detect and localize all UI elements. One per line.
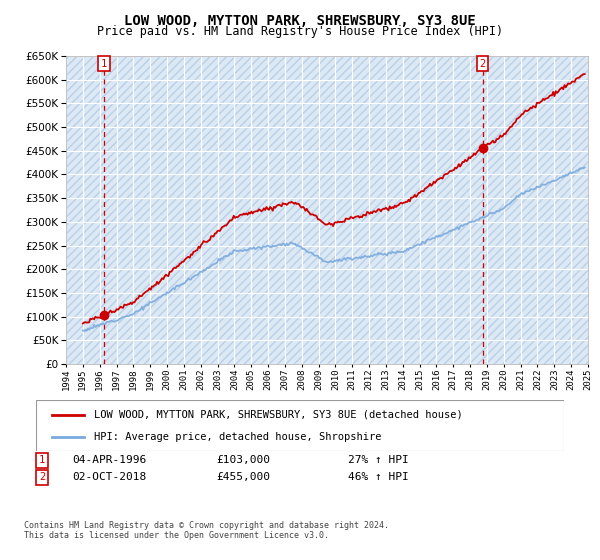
Text: £455,000: £455,000 (216, 472, 270, 482)
Text: Contains HM Land Registry data © Crown copyright and database right 2024.
This d: Contains HM Land Registry data © Crown c… (24, 521, 389, 540)
Text: 27% ↑ HPI: 27% ↑ HPI (348, 455, 409, 465)
Text: 04-APR-1996: 04-APR-1996 (72, 455, 146, 465)
Text: £103,000: £103,000 (216, 455, 270, 465)
Text: HPI: Average price, detached house, Shropshire: HPI: Average price, detached house, Shro… (94, 432, 382, 442)
Text: 46% ↑ HPI: 46% ↑ HPI (348, 472, 409, 482)
Text: 2: 2 (39, 472, 45, 482)
Text: LOW WOOD, MYTTON PARK, SHREWSBURY, SY3 8UE: LOW WOOD, MYTTON PARK, SHREWSBURY, SY3 8… (124, 14, 476, 28)
Text: LOW WOOD, MYTTON PARK, SHREWSBURY, SY3 8UE (detached house): LOW WOOD, MYTTON PARK, SHREWSBURY, SY3 8… (94, 409, 463, 419)
Text: 02-OCT-2018: 02-OCT-2018 (72, 472, 146, 482)
Text: Price paid vs. HM Land Registry's House Price Index (HPI): Price paid vs. HM Land Registry's House … (97, 25, 503, 38)
FancyBboxPatch shape (36, 400, 564, 451)
Text: 1: 1 (101, 59, 107, 69)
Text: 2: 2 (479, 59, 486, 69)
Text: 1: 1 (39, 455, 45, 465)
